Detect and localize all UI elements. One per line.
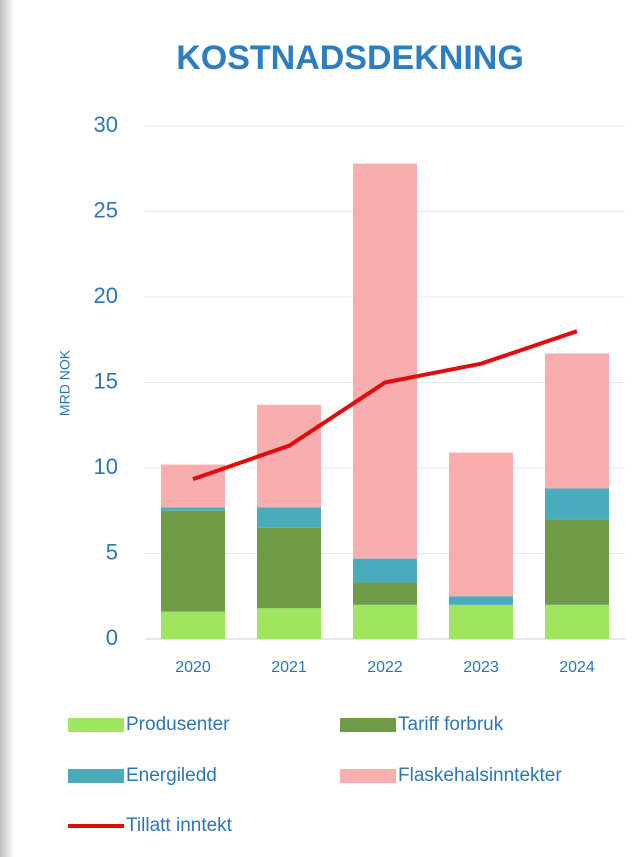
x-tick-label: 2020 — [175, 659, 211, 676]
bar-segment — [545, 488, 609, 520]
x-tick-label: 2023 — [463, 659, 499, 676]
x-tick-label: 2024 — [559, 659, 595, 676]
bar-segment — [353, 604, 417, 639]
legend-swatch — [68, 769, 124, 783]
card-shadow — [0, 0, 14, 857]
bar-segment — [257, 507, 321, 528]
y-tick-label: 0 — [106, 625, 118, 650]
legend-swatch — [68, 718, 124, 732]
bar-segment — [353, 582, 417, 605]
chart-title: KOSTNADSDEKNING — [176, 39, 524, 77]
legend-swatch — [340, 718, 396, 732]
bar-segment — [257, 527, 321, 609]
bar-segment — [545, 604, 609, 639]
x-tick-label: 2021 — [271, 659, 307, 676]
bar-segment — [353, 558, 417, 583]
legend-label: Energiledd — [126, 765, 217, 786]
bar-segment — [449, 596, 513, 605]
legend-label: Tariff forbruk — [398, 714, 504, 735]
legend-label: Flaskehalsinntekter — [398, 765, 562, 786]
bar-segment — [545, 519, 609, 605]
y-tick-label: 15 — [94, 368, 118, 393]
bar-segment — [161, 510, 225, 612]
bar-segment — [449, 452, 513, 597]
bar-segment — [257, 404, 321, 508]
y-tick-label: 20 — [94, 283, 118, 308]
x-tick-label: 2022 — [367, 659, 403, 676]
bar-segment — [449, 604, 513, 639]
y-tick-label: 25 — [94, 197, 118, 222]
y-tick-label: 5 — [106, 539, 118, 564]
line-series — [192, 329, 578, 482]
y-tick-label: 10 — [94, 454, 118, 479]
legend-label: Tillatt inntekt — [126, 815, 233, 836]
bar-segment — [257, 608, 321, 639]
y-axis-label: MRD NOK — [57, 349, 73, 416]
bar-segment — [161, 507, 225, 511]
bar-segment — [545, 353, 609, 489]
y-tick-label: 30 — [94, 112, 118, 137]
legend-swatch — [340, 769, 396, 783]
legend-label: Produsenter — [126, 714, 230, 735]
bar-segment — [161, 611, 225, 639]
bar-segment — [353, 163, 417, 559]
